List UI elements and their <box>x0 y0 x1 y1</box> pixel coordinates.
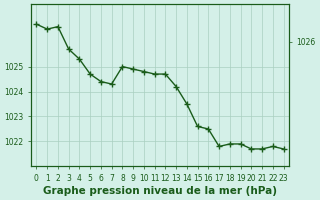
X-axis label: Graphe pression niveau de la mer (hPa): Graphe pression niveau de la mer (hPa) <box>43 186 277 196</box>
